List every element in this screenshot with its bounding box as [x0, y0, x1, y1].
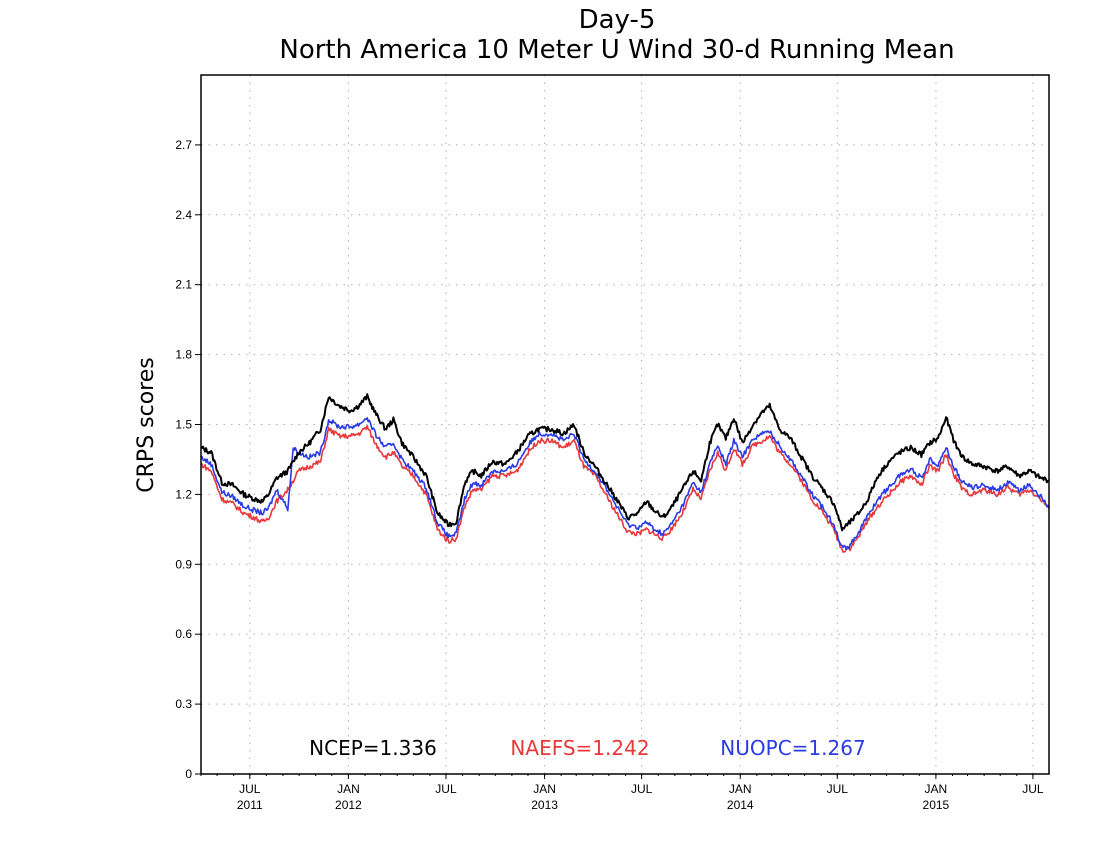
x-tick-month: JUL [827, 782, 849, 796]
chart-subtitle: North America 10 Meter U Wind 30-d Runni… [279, 35, 954, 65]
y-tick-label: 0 [185, 767, 192, 781]
chart-title: Day-5 [579, 5, 656, 35]
x-tick-month: JAN [925, 782, 948, 796]
x-tick-month: JAN [533, 782, 556, 796]
y-tick-label: 0.6 [175, 627, 192, 641]
x-tick-year: 2014 [727, 798, 754, 812]
legend-ncep: NCEP=1.336 [309, 736, 437, 760]
y-tick-label: 2.7 [175, 138, 192, 152]
y-tick-label: 1.8 [175, 348, 192, 362]
y-axis-label: CRPS scores [134, 357, 159, 492]
series-line-nuopc [200, 417, 1050, 551]
series-line-naefs [200, 425, 1050, 553]
legend-naefs: NAEFS=1.242 [510, 736, 649, 760]
x-axis-ticks: JUL 2011 JAN 2012 JUL JAN 2013 JUL JAN 2014 JUL JAN… [200, 774, 1044, 812]
legend: NCEP=1.336 NAEFS=1.242 NUOPC=1.267 [309, 736, 866, 760]
y-tick-label: 0.9 [175, 557, 192, 571]
x-tick-month: JUL [435, 782, 457, 796]
x-tick-month: JUL [631, 782, 653, 796]
y-tick-label: 2.1 [175, 278, 192, 292]
legend-nuopc: NUOPC=1.267 [720, 736, 865, 760]
x-tick-month: JAN [337, 782, 360, 796]
x-tick-month: JUL [239, 782, 261, 796]
y-tick-label: 0.3 [175, 697, 192, 711]
x-tick-year: 2013 [531, 798, 558, 812]
x-tick-year: 2012 [335, 798, 362, 812]
y-tick-label: 1.2 [175, 487, 192, 501]
y-tick-label: 2.4 [175, 208, 192, 222]
x-tick-year: 2011 [237, 798, 263, 812]
x-tick-month: JUL [1022, 782, 1044, 796]
y-axis-ticks: 0 0.3 0.6 0.9 1.2 1.5 1.8 2.1 2.4 2.7 [175, 138, 201, 781]
series-line-ncep [200, 393, 1050, 532]
series-group [200, 393, 1050, 553]
x-tick-month: JAN [729, 782, 752, 796]
y-tick-label: 1.5 [175, 418, 192, 432]
x-tick-year: 2015 [923, 798, 950, 812]
